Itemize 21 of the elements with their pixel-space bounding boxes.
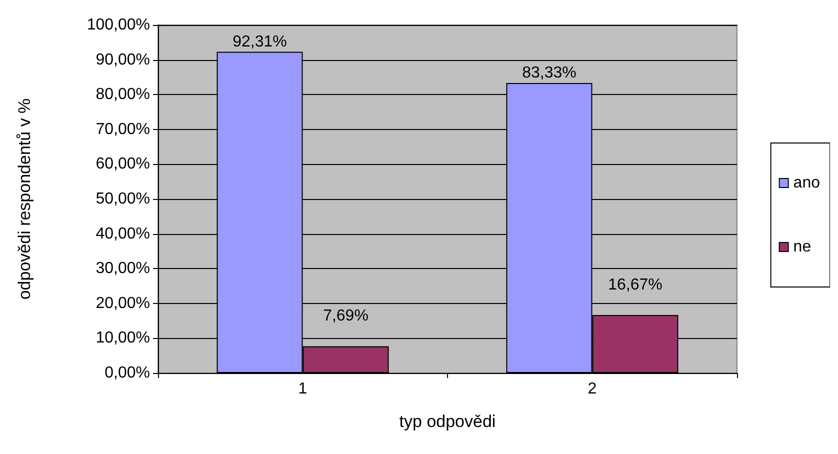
y-tick-label: 80,00% (96, 86, 150, 104)
data-label: 83,33% (522, 64, 576, 82)
y-tick-label: 20,00% (96, 294, 150, 312)
x-axis-title: typ odpovědi (399, 412, 496, 431)
y-tick-label: 50,00% (96, 190, 150, 208)
y-tick-label: 10,00% (96, 330, 150, 347)
y-tick-label: 70,00% (96, 120, 150, 138)
y-tick-label: 60,00% (96, 156, 150, 173)
y-tick-label: 100,00% (86, 16, 150, 34)
data-label: 7,69% (323, 308, 368, 325)
y-tick-label: 30,00% (96, 260, 150, 278)
y-tick-label: 0,00% (104, 364, 150, 382)
legend-label: ano (793, 174, 820, 192)
data-label: 16,67% (608, 276, 662, 294)
data-label: 92,31% (232, 33, 287, 50)
x-tick-label: 1 (298, 380, 308, 398)
y-axis-title: odpovědi respondentů v % (15, 98, 34, 300)
legend-label: ne (793, 238, 812, 256)
y-tick-label: 40,00% (96, 225, 150, 242)
x-tick-label: 2 (588, 380, 597, 398)
y-tick-label: 90,00% (96, 51, 150, 68)
